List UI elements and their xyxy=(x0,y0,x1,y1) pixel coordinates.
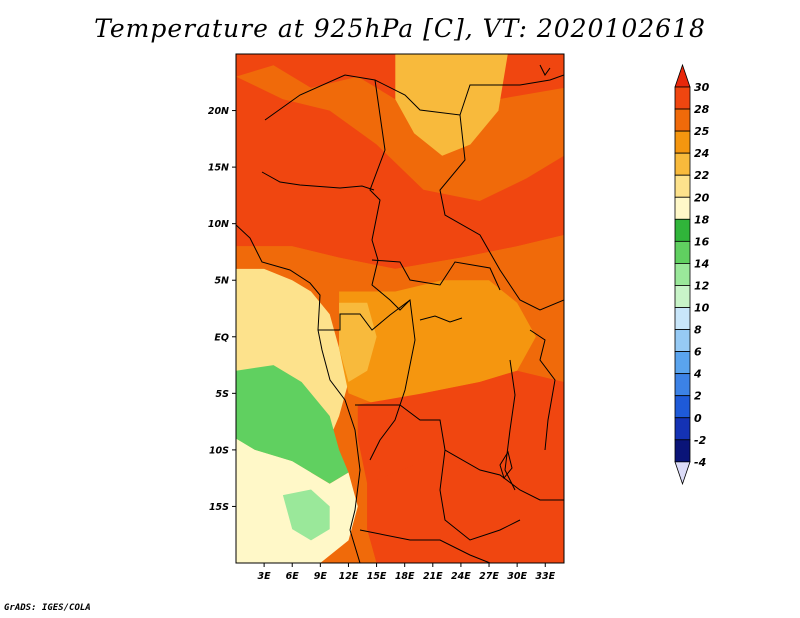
colorbar-swatch xyxy=(674,174,691,198)
x-tick-label: 6E xyxy=(286,571,300,582)
x-tick-label: 27E xyxy=(479,571,499,582)
temp-region-coast-west-africa xyxy=(236,235,564,292)
y-tick-label: 10S xyxy=(209,445,229,456)
colorbar-label: 10 xyxy=(694,302,710,315)
border-line xyxy=(529,329,556,451)
y-tick-label: EQ xyxy=(214,332,229,343)
colorbar-swatch xyxy=(674,373,691,397)
colorbar-label: 8 xyxy=(694,324,702,337)
colorbar-swatch xyxy=(674,108,691,132)
colorbar-label: 12 xyxy=(694,279,710,292)
colorbar-swatch xyxy=(674,218,691,242)
colorbar-swatch xyxy=(674,86,691,110)
border-line xyxy=(359,529,491,563)
colorbar-swatch xyxy=(674,130,691,154)
colorbar-label: 6 xyxy=(694,346,702,359)
colorbar-swatch xyxy=(674,285,691,308)
colorbar-swatch xyxy=(674,196,691,220)
colorbar-label: 25 xyxy=(694,125,710,138)
x-tick-label: 12E xyxy=(339,571,359,582)
colorbar-swatch xyxy=(674,395,691,419)
colorbar-label: 2 xyxy=(694,390,702,403)
colorbar-label: 28 xyxy=(694,103,710,116)
y-tick-label: 15N xyxy=(208,163,229,174)
axis-ticks: 3E 6E 9E 12E 15E 18E 21E 24E 27E 30E 33E 20N 15N 10N 5… xyxy=(208,106,556,582)
border-line xyxy=(439,114,564,311)
temp-region-angola-green xyxy=(236,365,349,484)
lake-outline xyxy=(499,450,513,480)
y-tick-label: 10N xyxy=(208,219,229,230)
colorbar-label: 14 xyxy=(694,257,709,270)
lake-outline xyxy=(419,315,463,323)
colorbar-label: 20 xyxy=(694,191,710,204)
colorbar-swatch xyxy=(674,152,691,176)
x-tick-label: 18E xyxy=(395,571,415,582)
colorbar-label: 16 xyxy=(694,235,710,248)
y-tick-label: 5N xyxy=(214,276,229,287)
colorbar-swatch xyxy=(674,240,691,264)
colorbar-swatch xyxy=(674,439,691,463)
colorbar-swatch xyxy=(674,307,691,330)
plot-frame xyxy=(235,53,565,564)
x-tick-label: 33E xyxy=(535,571,555,582)
border-line xyxy=(369,79,411,311)
colorbar-label: 18 xyxy=(694,213,710,226)
border-line xyxy=(504,359,516,491)
coastline xyxy=(236,224,361,563)
colorbar-swatch xyxy=(674,262,691,286)
x-tick-label: 30E xyxy=(507,571,527,582)
colorbar-label: 24 xyxy=(694,147,709,160)
temp-region-east-cooler-north xyxy=(395,54,508,156)
x-tick-label: 3E xyxy=(258,571,272,582)
y-tick-label: 5S xyxy=(216,389,230,400)
colorbar-label: 22 xyxy=(694,169,710,182)
colorbar-bottom-arrow xyxy=(674,461,691,486)
country-borders xyxy=(236,64,564,563)
colorbar-top-arrow xyxy=(674,63,691,88)
colorbar-label: 4 xyxy=(693,368,702,381)
border-line xyxy=(539,64,551,76)
x-tick-label: 15E xyxy=(367,571,387,582)
border-line xyxy=(371,259,501,291)
colorbar-swatch xyxy=(674,329,691,352)
colorbar-label: 30 xyxy=(694,81,710,94)
x-tick-label: 24E xyxy=(451,571,471,582)
border-line xyxy=(355,404,564,501)
temp-region-central-mild xyxy=(339,302,377,382)
colorbar-label: 0 xyxy=(694,412,702,425)
temp-region-namibia-green xyxy=(282,489,330,541)
border-line xyxy=(264,74,564,121)
x-tick-label: 9E xyxy=(314,571,328,582)
y-tick-label: 15S xyxy=(209,502,229,513)
colorbar-label: -2 xyxy=(694,434,707,447)
colorbar-swatch xyxy=(674,417,691,441)
chart-title: Temperature at 925hPa [C], VT: 202010261… xyxy=(94,14,706,43)
temp-region-sahel-belt xyxy=(236,76,564,269)
colorbar-swatch xyxy=(674,351,691,375)
border-line xyxy=(439,449,521,541)
colorbar-label: -4 xyxy=(694,456,706,469)
y-tick-label: 20N xyxy=(208,106,229,117)
grads-credit: GrADS: IGES/COLA xyxy=(4,603,91,613)
temp-region-congo-warm xyxy=(339,280,536,405)
x-tick-label: 21E xyxy=(423,571,443,582)
temperature-field xyxy=(236,54,564,563)
border-line xyxy=(261,171,375,191)
border-line xyxy=(318,299,416,461)
